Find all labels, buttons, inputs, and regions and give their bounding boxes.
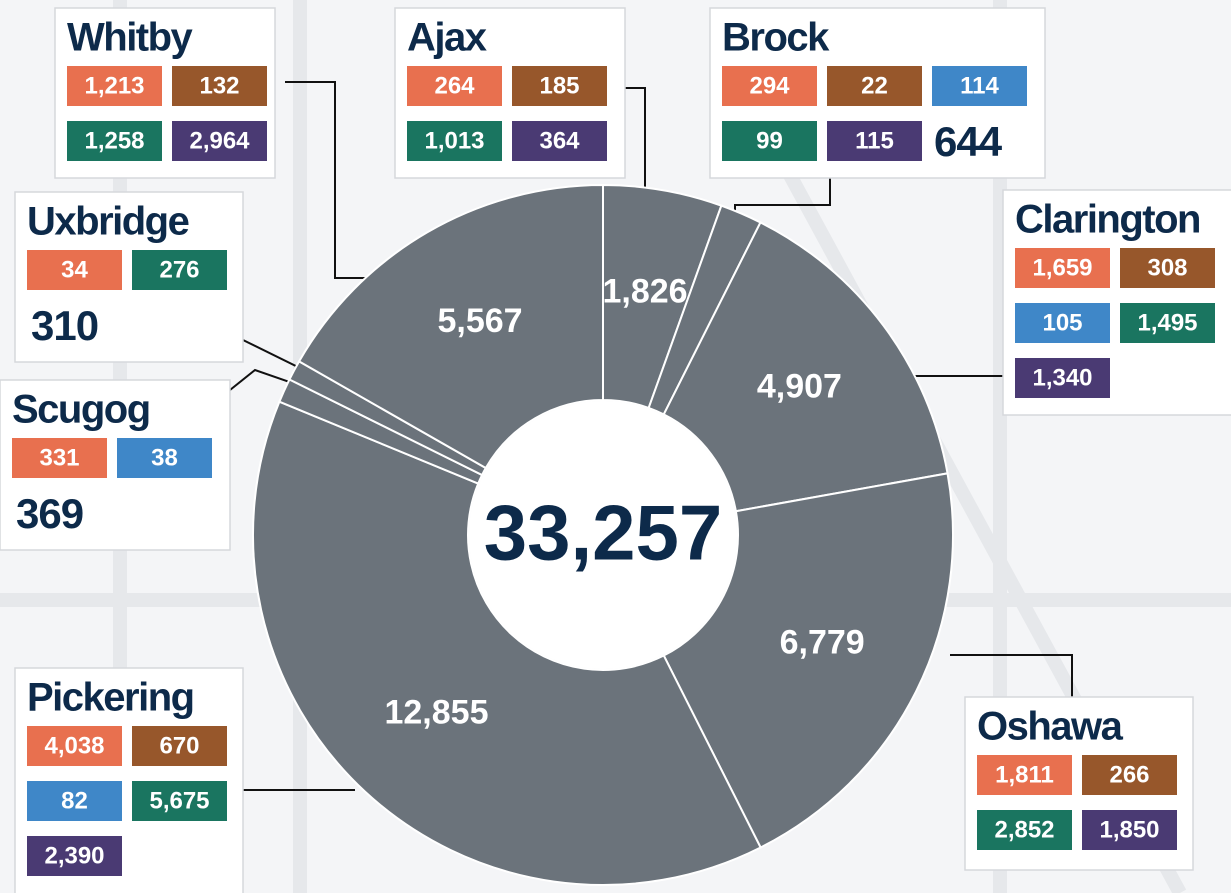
municipality-box: Oshawa 1,811 266 2,852 1,850: [964, 696, 1194, 871]
breakdown-label: 185: [539, 72, 579, 99]
breakdown-label: 670: [159, 732, 199, 759]
breakdown-label: 1,340: [1032, 364, 1092, 391]
breakdown-label: 364: [539, 127, 580, 154]
breakdown-chip: [1082, 755, 1177, 795]
slice-label: 4,907: [757, 368, 842, 406]
breakdown-label: 2,964: [189, 127, 250, 154]
breakdown-chip: [67, 121, 162, 161]
municipality-box: Brock 294 22 114 99 115 644: [709, 7, 1046, 179]
breakdown-chip: [1015, 248, 1110, 288]
breakdown-chip: [132, 250, 227, 290]
breakdown-label: 4,038: [44, 732, 104, 759]
municipality-box: Uxbridge 34 276 310: [14, 191, 244, 363]
box-title: Uxbridge: [27, 200, 189, 244]
box-title: Pickering: [27, 676, 194, 720]
box-total: 369: [16, 490, 83, 537]
breakdown-chip: [27, 836, 122, 876]
donut-slice: [662, 221, 949, 513]
breakdown-label: 132: [199, 72, 239, 99]
breakdown-chip: [172, 66, 267, 106]
breakdown-chip: [932, 66, 1027, 106]
breakdown-chip: [1120, 248, 1215, 288]
box-total: 310: [31, 302, 98, 349]
breakdown-chip: [1120, 303, 1215, 343]
breakdown-label: 2,390: [44, 842, 104, 869]
donut-slice: [252, 400, 762, 886]
breakdown-label: 308: [1147, 254, 1187, 281]
breakdown-chip: [512, 66, 607, 106]
breakdown-chip: [1082, 810, 1177, 850]
breakdown-label: 1,659: [1032, 254, 1092, 281]
municipality-box: Scugog 331 38 369: [0, 379, 231, 551]
municipality-box: Whitby 1,213 132 1,258 2,964: [54, 7, 276, 179]
breakdown-label: 38: [151, 444, 178, 471]
breakdown-chip: [407, 66, 502, 106]
breakdown-label: 115: [855, 127, 894, 154]
municipality-box: Ajax 264 185 1,013 364: [394, 7, 626, 179]
breakdown-chip: [67, 66, 162, 106]
breakdown-chip: [172, 121, 267, 161]
breakdown-label: 276: [159, 256, 199, 283]
breakdown-label: 1,811: [995, 761, 1054, 788]
breakdown-label: 99: [756, 127, 783, 154]
municipality-box: Pickering 4,038 670 82 5,675 2,390: [14, 667, 244, 893]
breakdown-label: 22: [861, 72, 888, 99]
breakdown-chip: [977, 810, 1072, 850]
breakdown-chip: [132, 726, 227, 766]
breakdown-chip: [27, 726, 122, 766]
municipality-box: Clarington 1,659 308 105 1,495 1,340: [1002, 189, 1231, 416]
breakdown-chip: [512, 121, 607, 161]
breakdown-label: 82: [61, 787, 88, 814]
breakdown-chip: [12, 438, 107, 478]
breakdown-label: 5,675: [149, 787, 209, 814]
breakdown-chip: [1015, 303, 1110, 343]
breakdown-label: 266: [1109, 761, 1149, 788]
breakdown-chip: [722, 66, 817, 106]
breakdown-chip: [977, 755, 1072, 795]
total-label: 33,257: [484, 489, 723, 577]
breakdown-label: 1,850: [1099, 816, 1159, 843]
breakdown-chip: [27, 250, 122, 290]
breakdown-label: 1,213: [84, 72, 144, 99]
leader-line: [625, 87, 646, 215]
breakdown-label: 1,258: [84, 127, 144, 154]
leader-line: [285, 81, 380, 279]
breakdown-chip: [117, 438, 212, 478]
breakdown-label: 1,013: [424, 127, 484, 154]
box-title: Brock: [722, 16, 830, 60]
breakdown-chip: [827, 66, 922, 106]
breakdown-chip: [27, 781, 122, 821]
breakdown-label: 114: [960, 72, 999, 99]
slice-label: 1,826: [603, 273, 688, 311]
breakdown-label: 1,495: [1137, 309, 1197, 336]
box-title: Clarington: [1015, 198, 1200, 242]
box-total: 644: [934, 118, 1003, 165]
slice-label: 5,567: [437, 302, 522, 340]
slice-label: 12,855: [384, 694, 488, 732]
box-title: Scugog: [12, 388, 150, 432]
breakdown-label: 34: [61, 256, 88, 283]
slice-label: 6,779: [780, 623, 865, 661]
breakdown-label: 105: [1042, 309, 1082, 336]
donut-slice: [662, 472, 954, 849]
donut-slice: [297, 183, 604, 470]
box-title: Whitby: [67, 16, 194, 60]
breakdown-label: 264: [434, 72, 475, 99]
breakdown-chip: [407, 121, 502, 161]
breakdown-chip: [1015, 358, 1110, 398]
box-title: Oshawa: [977, 705, 1124, 749]
breakdown-chip: [827, 121, 922, 161]
leader-line: [950, 654, 1073, 697]
breakdown-chip: [132, 781, 227, 821]
breakdown-label: 2,852: [994, 816, 1054, 843]
box-title: Ajax: [407, 16, 487, 60]
breakdown-label: 331: [39, 444, 79, 471]
breakdown-chip: [722, 121, 817, 161]
donut-hole: [469, 401, 737, 669]
breakdown-label: 294: [749, 72, 790, 99]
